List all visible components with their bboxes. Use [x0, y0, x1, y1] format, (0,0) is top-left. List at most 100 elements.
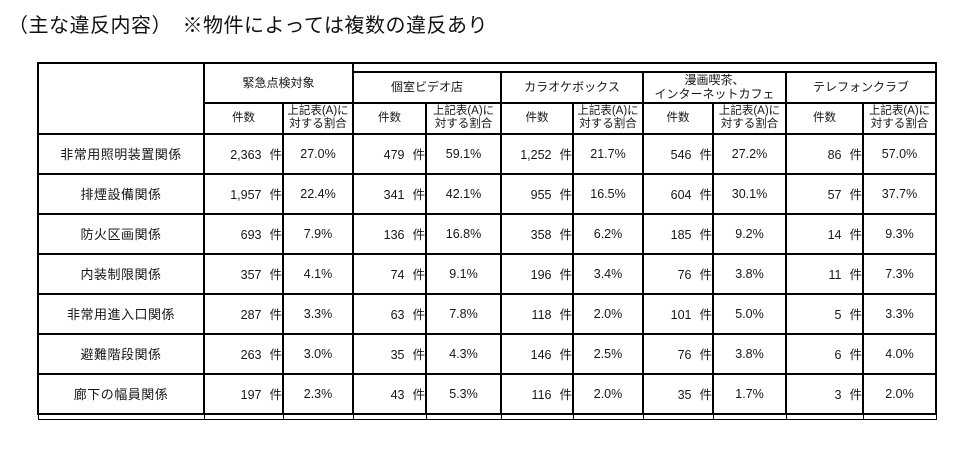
- unit-label: 件: [269, 228, 282, 243]
- count-cell: 1,252 件: [500, 132, 574, 175]
- ratio-cell: 4.1%: [282, 252, 354, 295]
- unit-label: 件: [269, 188, 282, 203]
- sliver-cell: [203, 413, 284, 421]
- sliver-cell: [572, 413, 644, 421]
- corner-cell: [37, 62, 205, 135]
- unit-label: 件: [412, 348, 425, 363]
- ratio-cell: 3.3%: [862, 292, 937, 335]
- count-value: 11: [828, 268, 842, 283]
- count-value: 74: [390, 268, 405, 283]
- table-row-evacuation-stairs: 避難階段関係 263 件 3.0% 35 件 4.3% 146 件 2.5% 76 件 …: [37, 332, 937, 375]
- row-label: 避難階段関係: [37, 332, 205, 375]
- unit-label: 件: [559, 388, 572, 403]
- ratio-cell: 5.3%: [425, 372, 502, 415]
- ratio-cell: 7.8%: [425, 292, 502, 335]
- ratio-cell: 59.1%: [425, 132, 502, 175]
- group-header-manga-internet-cafe: 漫画喫茶、 インターネットカフェ: [642, 71, 787, 104]
- unit-label: 件: [559, 308, 572, 323]
- count-cell: 2,363 件: [203, 132, 284, 175]
- row-label: 非常用照明装置関係: [37, 132, 205, 175]
- row-label: 排煙設備関係: [37, 172, 205, 215]
- count-cell: 546 件: [642, 132, 714, 175]
- count-cell: 146 件: [500, 332, 574, 375]
- unit-label: 件: [699, 148, 712, 163]
- row-label: 内装制限関係: [37, 252, 205, 295]
- count-value: 1,252: [520, 148, 552, 163]
- count-value: 6: [834, 348, 842, 363]
- sliver-cell: [712, 413, 787, 421]
- group-header-karaoke-box: カラオケボックス: [500, 71, 644, 104]
- count-value: 197: [240, 388, 262, 403]
- unit-label: 件: [412, 388, 425, 403]
- sliver-cell: [785, 413, 864, 421]
- ratio-cell: 4.3%: [425, 332, 502, 375]
- unit-label: 件: [412, 308, 425, 323]
- sliver-cell: [862, 413, 937, 421]
- ratio-cell: 7.3%: [862, 252, 937, 295]
- count-value: 63: [390, 308, 405, 323]
- unit-label: 件: [849, 348, 862, 363]
- header-strip-row: 緊急点検対象: [37, 62, 937, 135]
- count-value: 185: [670, 228, 692, 243]
- count-value: 86: [827, 148, 842, 163]
- unit-label: 件: [699, 188, 712, 203]
- count-cell: 35 件: [352, 332, 427, 375]
- count-header: 件数: [203, 101, 284, 135]
- count-cell: 86 件: [785, 132, 864, 175]
- count-cell: 287 件: [203, 292, 284, 335]
- unit-label: 件: [269, 308, 282, 323]
- ratio-cell: 3.8%: [712, 332, 787, 375]
- row-label: 防火区画関係: [37, 212, 205, 255]
- unit-label: 件: [849, 268, 862, 283]
- count-value: 693: [240, 228, 262, 243]
- ratio-cell: 16.5%: [572, 172, 644, 215]
- group-header-row: 個室ビデオ店 カラオケボックス 漫画喫茶、 インターネットカフェ テレフォンクラ…: [38, 71, 937, 104]
- count-value: 263: [240, 348, 262, 363]
- ratio-cell: 3.8%: [712, 252, 787, 295]
- count-cell: 479 件: [352, 132, 427, 175]
- table-row-emergency-lighting: 非常用照明装置関係 2,363 件 27.0% 479 件 59.1% 1,252 件…: [37, 132, 937, 175]
- unit-label: 件: [699, 228, 712, 243]
- count-cell: 101 件: [642, 292, 714, 335]
- count-cell: 136 件: [352, 212, 427, 255]
- ratio-cell: 3.0%: [282, 332, 354, 375]
- count-value: 118: [531, 308, 552, 323]
- ratio-cell: 57.0%: [862, 132, 937, 175]
- unit-label: 件: [559, 228, 572, 243]
- ratio-cell: 9.2%: [712, 212, 787, 255]
- sliver-cell: [352, 413, 427, 421]
- count-cell: 43 件: [352, 372, 427, 415]
- count-value: 14: [827, 228, 842, 243]
- unit-label: 件: [412, 228, 425, 243]
- count-value: 3: [834, 388, 842, 403]
- count-cell: 197 件: [203, 372, 284, 415]
- ratio-cell: 2.0%: [572, 292, 644, 335]
- ratio-cell: 2.5%: [572, 332, 644, 375]
- unit-label: 件: [559, 268, 572, 283]
- count-cell: 1,957 件: [203, 172, 284, 215]
- count-cell: 955 件: [500, 172, 574, 215]
- ratio-header: 上記表(A)に 対する割合: [425, 101, 502, 135]
- count-cell: 604 件: [642, 172, 714, 215]
- ratio-cell: 21.7%: [572, 132, 644, 175]
- group-header-telephone-club: テレフォンクラブ: [785, 71, 937, 104]
- count-cell: 341 件: [352, 172, 427, 215]
- ratio-cell: 16.8%: [425, 212, 502, 255]
- count-cell: 693 件: [203, 212, 284, 255]
- ratio-cell: 1.7%: [712, 372, 787, 415]
- ratio-cell: 2.0%: [862, 372, 937, 415]
- row-label: 非常用進入口関係: [37, 292, 205, 335]
- count-cell: 76 件: [642, 252, 714, 295]
- count-value: 357: [240, 268, 262, 283]
- count-value: 76: [677, 268, 692, 283]
- count-value: 43: [390, 388, 405, 403]
- count-cell: 35 件: [642, 372, 714, 415]
- count-cell: 357 件: [203, 252, 284, 295]
- ratio-cell: 37.7%: [862, 172, 937, 215]
- ratio-cell: 3.4%: [572, 252, 644, 295]
- count-value: 5: [834, 308, 842, 323]
- unit-label: 件: [269, 388, 282, 403]
- ratio-cell: 27.2%: [712, 132, 787, 175]
- ratio-cell: 2.0%: [572, 372, 644, 415]
